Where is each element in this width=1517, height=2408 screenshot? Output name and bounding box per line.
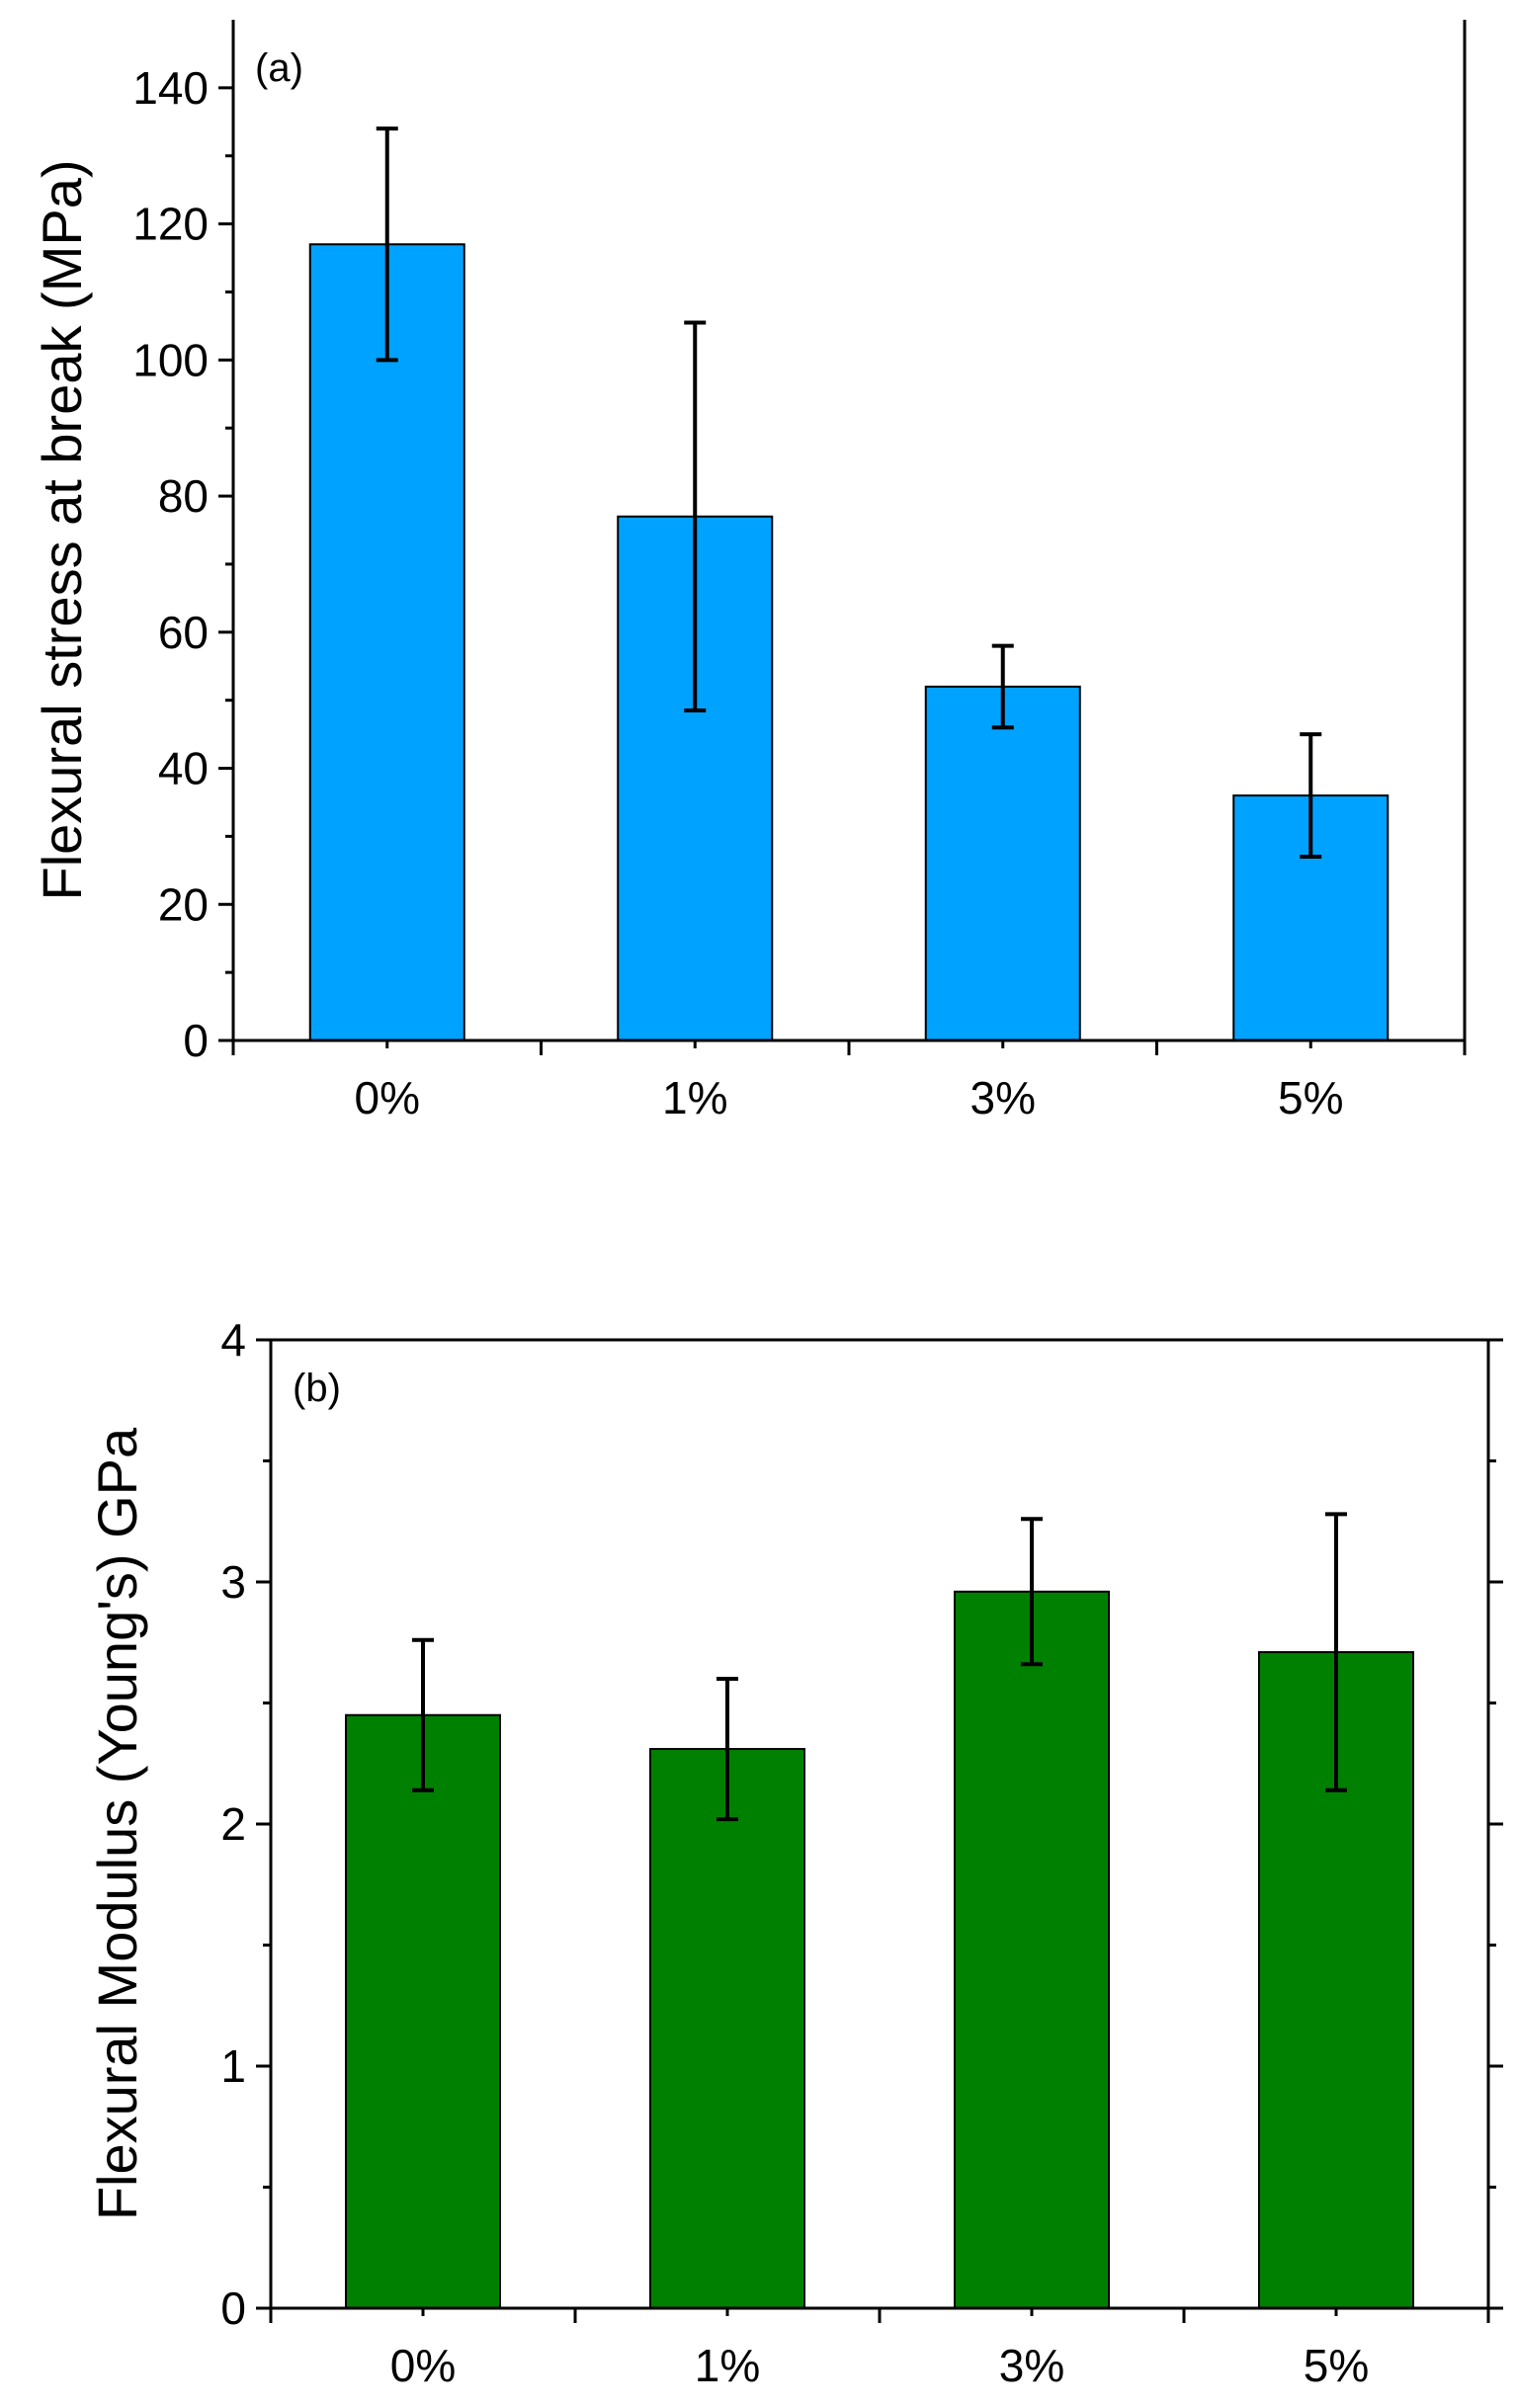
y-axis-title: Flexural stress at break (MPa) [31, 160, 93, 901]
x-tick-label-3pct: 3% [970, 1072, 1036, 1123]
x-tick-label-0pct: 0% [355, 1072, 420, 1123]
error-bar-5pct [1300, 732, 1322, 860]
y-tick-label: 2 [220, 1798, 246, 1850]
y-tick-label: 140 [132, 62, 209, 114]
error-bar-1pct [716, 1677, 738, 1822]
x-tick-label-1pct: 1% [662, 1072, 727, 1123]
panel-a-flexural-stress: 0 20 40 60 80 100 120 140 0% 1% 3% 5% Flexural stres… [31, 20, 1467, 1123]
x-tick-label-3pct: 3% [999, 2340, 1064, 2391]
bar-3pct [924, 685, 1081, 1041]
x-tick-label-0pct: 0% [390, 2340, 456, 2391]
bar-0pct [308, 243, 465, 1041]
error-bar-1pct [684, 320, 707, 712]
y-tick-label: 3 [220, 1556, 246, 1608]
panel-label: (a) [255, 46, 303, 90]
bar-3pct [954, 1590, 1110, 2310]
error-bar-3pct [991, 643, 1014, 730]
panel-b-flexural-modulus: 0 1 2 3 4 0% 1% 3% 5% Flexural Modulus (Young's) … [86, 1314, 1503, 2391]
error-bar-3pct [1021, 1517, 1043, 1667]
x-tick-label-1pct: 1% [695, 2340, 760, 2391]
panel-label: (b) [293, 1367, 341, 1410]
bar-0pct [345, 1713, 501, 2309]
error-bar-5pct [1325, 1512, 1347, 1792]
y-tick-label: 80 [158, 470, 209, 522]
y-tick-label: 60 [158, 607, 209, 658]
x-tick-label-5pct: 5% [1304, 2340, 1369, 2391]
y-tick-label: 0 [220, 2283, 246, 2334]
error-bar-0pct [376, 126, 398, 363]
y-tick-label: 100 [132, 334, 209, 385]
error-bar-0pct [412, 1637, 434, 1792]
y-tick-label: 0 [183, 1015, 209, 1066]
y-axis-title: Flexural Modulus (Young's) GPa [86, 1427, 148, 2220]
y-tick-label: 4 [220, 1314, 246, 1366]
bar-1pct [649, 1748, 805, 2310]
y-tick-label: 1 [220, 2040, 246, 2092]
y-tick-label: 120 [132, 199, 209, 250]
y-tick-label: 20 [158, 878, 209, 930]
x-tick-label-5pct: 5% [1278, 1072, 1343, 1123]
y-tick-label: 40 [158, 743, 209, 794]
